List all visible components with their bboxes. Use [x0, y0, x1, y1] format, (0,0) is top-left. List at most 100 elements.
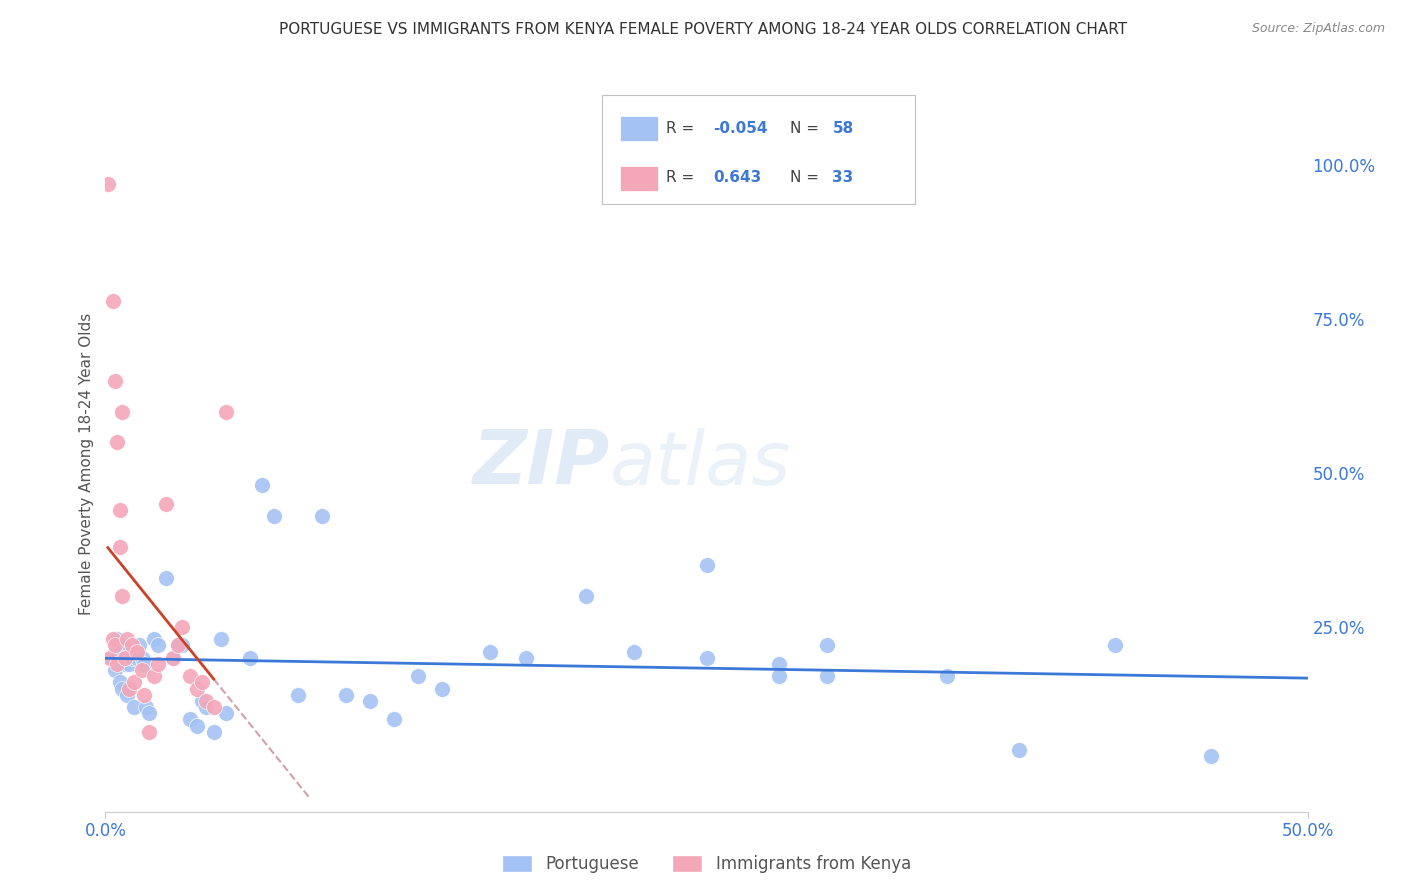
Point	[108, 540, 131, 554]
Point	[111, 589, 134, 603]
Text: N =: N =	[790, 120, 820, 136]
Point	[108, 503, 131, 517]
Text: ZIP: ZIP	[472, 427, 610, 500]
Text: R =: R =	[666, 169, 695, 185]
Text: atlas: atlas	[610, 428, 792, 500]
Point	[125, 650, 148, 665]
Point	[138, 706, 160, 721]
Point	[406, 669, 429, 683]
Point	[239, 650, 262, 665]
Y-axis label: Female Poverty Among 18-24 Year Olds: Female Poverty Among 18-24 Year Olds	[79, 313, 94, 615]
Point	[115, 632, 138, 647]
Point	[815, 669, 838, 683]
Point	[515, 650, 537, 665]
Point	[104, 639, 127, 653]
Point	[107, 657, 129, 671]
Point	[179, 669, 201, 683]
Text: 58: 58	[832, 120, 853, 136]
Point	[98, 650, 121, 665]
Text: Source: ZipAtlas.com: Source: ZipAtlas.com	[1251, 22, 1385, 36]
Point	[263, 509, 285, 524]
Point	[190, 675, 212, 690]
Point	[155, 571, 177, 585]
Point	[131, 650, 153, 665]
Point	[114, 650, 136, 665]
Point	[936, 669, 959, 683]
Point	[186, 681, 208, 696]
Point	[142, 632, 165, 647]
Point	[104, 374, 127, 388]
Point	[107, 650, 129, 665]
Point	[623, 645, 645, 659]
Text: -0.054: -0.054	[713, 120, 768, 136]
Point	[115, 688, 138, 702]
Point	[202, 700, 225, 714]
Point	[179, 712, 201, 726]
Text: N =: N =	[790, 169, 820, 185]
Point	[195, 694, 218, 708]
Point	[195, 700, 218, 714]
Text: R =: R =	[666, 120, 695, 136]
Point	[382, 712, 405, 726]
Point	[135, 700, 157, 714]
Point	[287, 688, 309, 702]
Point	[214, 706, 236, 721]
Point	[128, 639, 150, 653]
Point	[118, 657, 141, 671]
Point	[214, 404, 236, 418]
Point	[118, 639, 141, 653]
Legend: Portuguese, Immigrants from Kenya: Portuguese, Immigrants from Kenya	[495, 848, 918, 880]
Point	[190, 694, 212, 708]
Point	[114, 657, 136, 671]
Point	[142, 669, 165, 683]
Point	[359, 694, 381, 708]
Text: 0.643: 0.643	[713, 169, 761, 185]
Point	[202, 724, 225, 739]
Point	[101, 293, 124, 308]
Point	[125, 645, 148, 659]
Point	[172, 639, 194, 653]
Point	[186, 718, 208, 732]
Point	[111, 404, 134, 418]
Point	[479, 645, 502, 659]
Point	[815, 639, 838, 653]
Point	[335, 688, 357, 702]
Point	[107, 435, 129, 450]
Point	[768, 669, 790, 683]
Point	[166, 639, 188, 653]
Point	[696, 558, 718, 573]
Point	[575, 589, 598, 603]
Point	[124, 700, 146, 714]
Point	[768, 657, 790, 671]
Point	[121, 639, 143, 653]
Point	[430, 681, 453, 696]
Point	[162, 650, 184, 665]
Point	[148, 657, 170, 671]
Point	[107, 632, 129, 647]
Point	[311, 509, 333, 524]
Point	[124, 675, 146, 690]
Point	[1104, 639, 1126, 653]
Point	[1201, 749, 1223, 764]
Point	[108, 675, 131, 690]
Point	[1008, 743, 1031, 757]
Point	[111, 645, 134, 659]
Text: 33: 33	[832, 169, 853, 185]
Point	[101, 632, 124, 647]
Point	[131, 663, 153, 677]
Point	[155, 497, 177, 511]
Point	[98, 650, 121, 665]
Point	[118, 681, 141, 696]
Point	[162, 650, 184, 665]
Point	[209, 632, 232, 647]
Point	[111, 681, 134, 696]
Point	[104, 645, 127, 659]
Point	[121, 650, 143, 665]
Point	[172, 620, 194, 634]
Point	[132, 657, 155, 671]
Point	[104, 663, 127, 677]
Point	[696, 650, 718, 665]
Point	[97, 177, 120, 191]
Point	[132, 688, 155, 702]
Point	[166, 639, 188, 653]
